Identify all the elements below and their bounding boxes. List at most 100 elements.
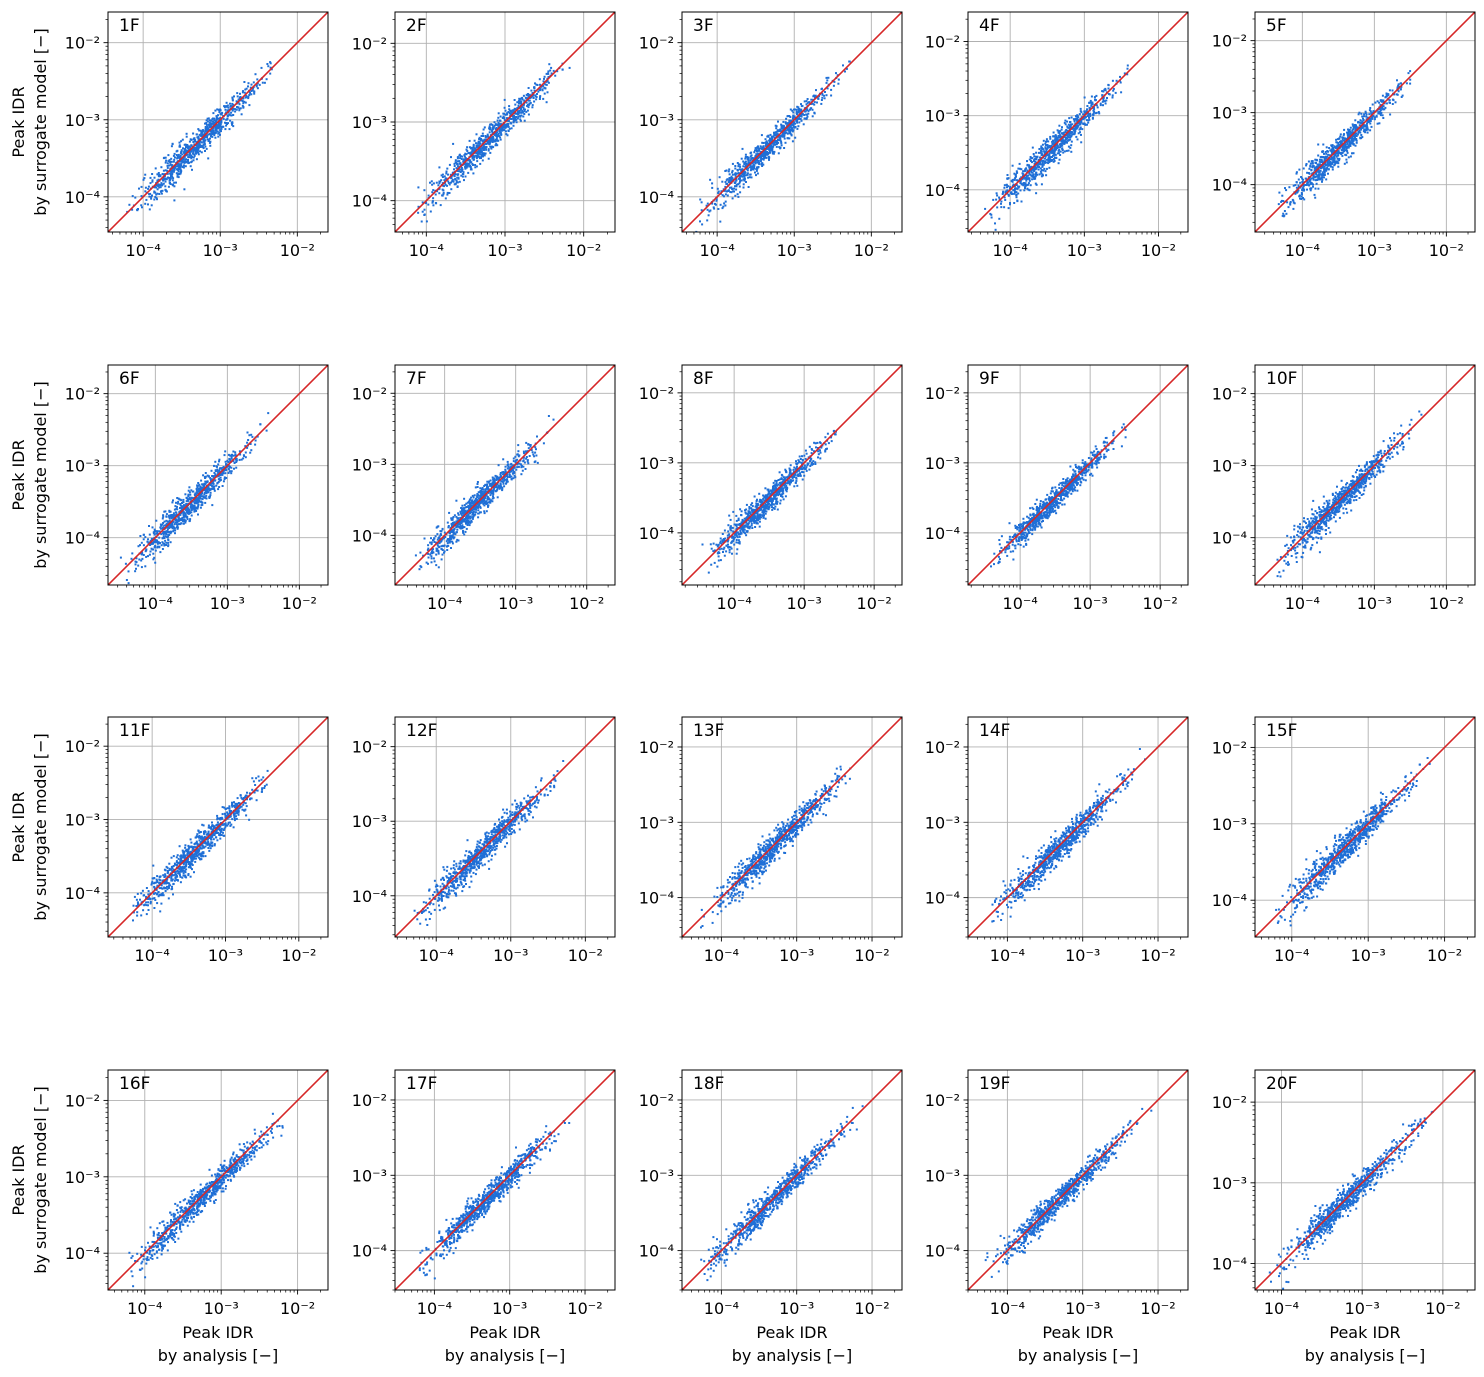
scatter-point (478, 138, 481, 140)
scatter-point (252, 87, 255, 90)
scatter-point (750, 176, 753, 179)
scatter-point (507, 119, 510, 122)
scatter-point (818, 95, 820, 98)
scatter-point (1042, 169, 1045, 172)
scatter-point (821, 93, 824, 96)
scatter-point (174, 165, 176, 168)
scatter-point (139, 544, 141, 547)
scatter-point (1083, 96, 1086, 99)
scatter-point (765, 156, 768, 159)
scatter-point (179, 498, 182, 501)
scatter-point (226, 115, 229, 118)
scatter-point (190, 144, 193, 147)
scatter-point (475, 165, 478, 168)
y-tick-label: 10⁻⁴ (352, 192, 387, 211)
scatter-point (1017, 186, 1020, 189)
scatter-point (1326, 155, 1329, 158)
scatter-point (177, 500, 180, 503)
scatter-point (749, 155, 752, 158)
scatter-point (1062, 133, 1065, 136)
scatter-point (793, 126, 796, 129)
scatter-point (163, 520, 166, 523)
scatter-point (1306, 171, 1309, 174)
scatter-point (811, 102, 814, 105)
scatter-point (212, 117, 214, 120)
scatter-point (195, 510, 198, 512)
scatter-point (188, 498, 191, 501)
scatter-point (421, 201, 424, 204)
scatter-point (786, 137, 789, 140)
scatter-point (173, 167, 176, 170)
scatter-point (491, 128, 494, 131)
scatter-point (202, 140, 205, 143)
scatter-point (1012, 183, 1015, 186)
scatter-point (1366, 122, 1369, 125)
scatter-point (1294, 184, 1297, 187)
scatter-point (217, 481, 220, 483)
diagonal-line (108, 12, 328, 232)
scatter-point (446, 167, 449, 170)
scatter-point (803, 114, 806, 116)
scatter-points (126, 61, 273, 213)
scatter-point (734, 178, 737, 181)
scatter-point (459, 168, 462, 171)
scatter-point (1032, 153, 1035, 155)
scatter-point (1306, 188, 1308, 191)
scatter-point (501, 125, 504, 128)
x-tick-label: 10⁻² (854, 241, 889, 260)
scatter-point (481, 152, 484, 155)
scatter-point (469, 159, 472, 162)
scatter-point (475, 156, 478, 159)
scatter-point (1332, 150, 1335, 153)
scatter-point (777, 130, 780, 132)
scatter-point (508, 112, 511, 114)
scatter-point (1323, 176, 1325, 179)
scatter-point (137, 564, 140, 567)
scatter-point (1319, 169, 1322, 172)
scatter-point (253, 90, 256, 93)
scatter-point (218, 471, 221, 473)
scatter-point (745, 164, 747, 167)
scatter-point (1005, 183, 1008, 186)
scatter-point (209, 133, 212, 136)
scatter-point (233, 467, 235, 470)
scatter-point (1330, 158, 1333, 161)
scatter-point (212, 482, 215, 485)
scatter-point (1309, 182, 1312, 185)
scatter-point (767, 155, 770, 158)
scatter-point (1027, 183, 1030, 186)
scatter-point (156, 173, 159, 176)
scatter-point (717, 190, 720, 193)
scatter-point (451, 178, 454, 181)
scatter-point (144, 186, 147, 189)
scatter-point (1011, 178, 1014, 181)
scatter-point (207, 491, 210, 494)
scatter-point (211, 485, 214, 488)
scatter-point (442, 189, 445, 192)
scatter-point (757, 147, 760, 150)
scatter-point (1327, 172, 1329, 175)
scatter-point (140, 185, 143, 188)
scatter-point (1333, 152, 1336, 155)
scatter-point (1298, 168, 1301, 171)
scatter-point (503, 124, 506, 127)
scatter-point (482, 154, 484, 157)
scatter-point (754, 149, 757, 152)
scatter-point (236, 106, 238, 108)
scatter-point (207, 475, 210, 478)
scatter-point (230, 456, 233, 459)
scatter-point (1036, 165, 1039, 168)
scatter-point (1058, 124, 1061, 127)
scatter-point (213, 119, 216, 122)
scatter-point (533, 100, 536, 103)
scatter-point (1068, 117, 1071, 120)
scatter-point (740, 179, 743, 182)
scatter-point (1076, 125, 1079, 127)
scatter-point (1366, 128, 1369, 130)
scatter-point (471, 163, 474, 165)
scatter-point (1323, 159, 1326, 162)
scatter-point (1039, 170, 1042, 173)
scatter-point (1332, 156, 1335, 159)
scatter-point (1011, 184, 1014, 187)
scatter-point (1327, 168, 1330, 171)
